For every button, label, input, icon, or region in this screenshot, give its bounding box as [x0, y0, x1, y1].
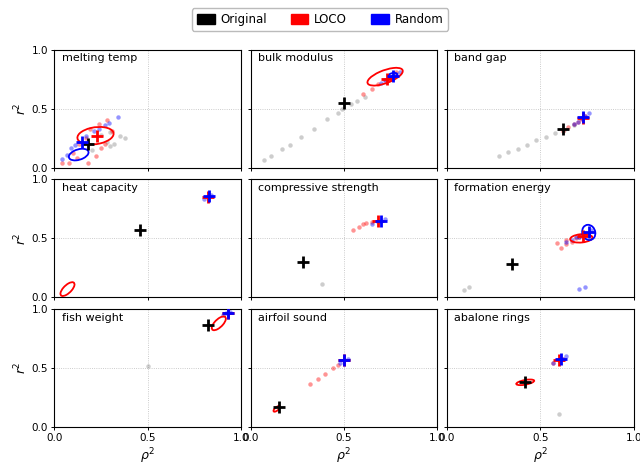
Text: airfoil sound: airfoil sound	[258, 313, 327, 323]
Text: fish weight: fish weight	[62, 313, 123, 323]
Y-axis label: $r^2$: $r^2$	[12, 232, 29, 244]
Text: melting temp: melting temp	[62, 53, 137, 63]
Text: heat capacity: heat capacity	[62, 183, 138, 193]
X-axis label: $\rho^2$: $\rho^2$	[337, 446, 351, 466]
Y-axis label: $r^2$: $r^2$	[12, 102, 29, 115]
Y-axis label: $r^2$: $r^2$	[12, 362, 29, 374]
X-axis label: $\rho^2$: $\rho^2$	[140, 446, 156, 466]
Text: abalone rings: abalone rings	[454, 313, 530, 323]
Text: formation energy: formation energy	[454, 183, 551, 193]
Text: band gap: band gap	[454, 53, 507, 63]
X-axis label: $\rho^2$: $\rho^2$	[532, 446, 548, 466]
Legend: Original, LOCO, Random: Original, LOCO, Random	[192, 8, 448, 31]
Text: compressive strength: compressive strength	[258, 183, 379, 193]
Text: bulk modulus: bulk modulus	[258, 53, 333, 63]
